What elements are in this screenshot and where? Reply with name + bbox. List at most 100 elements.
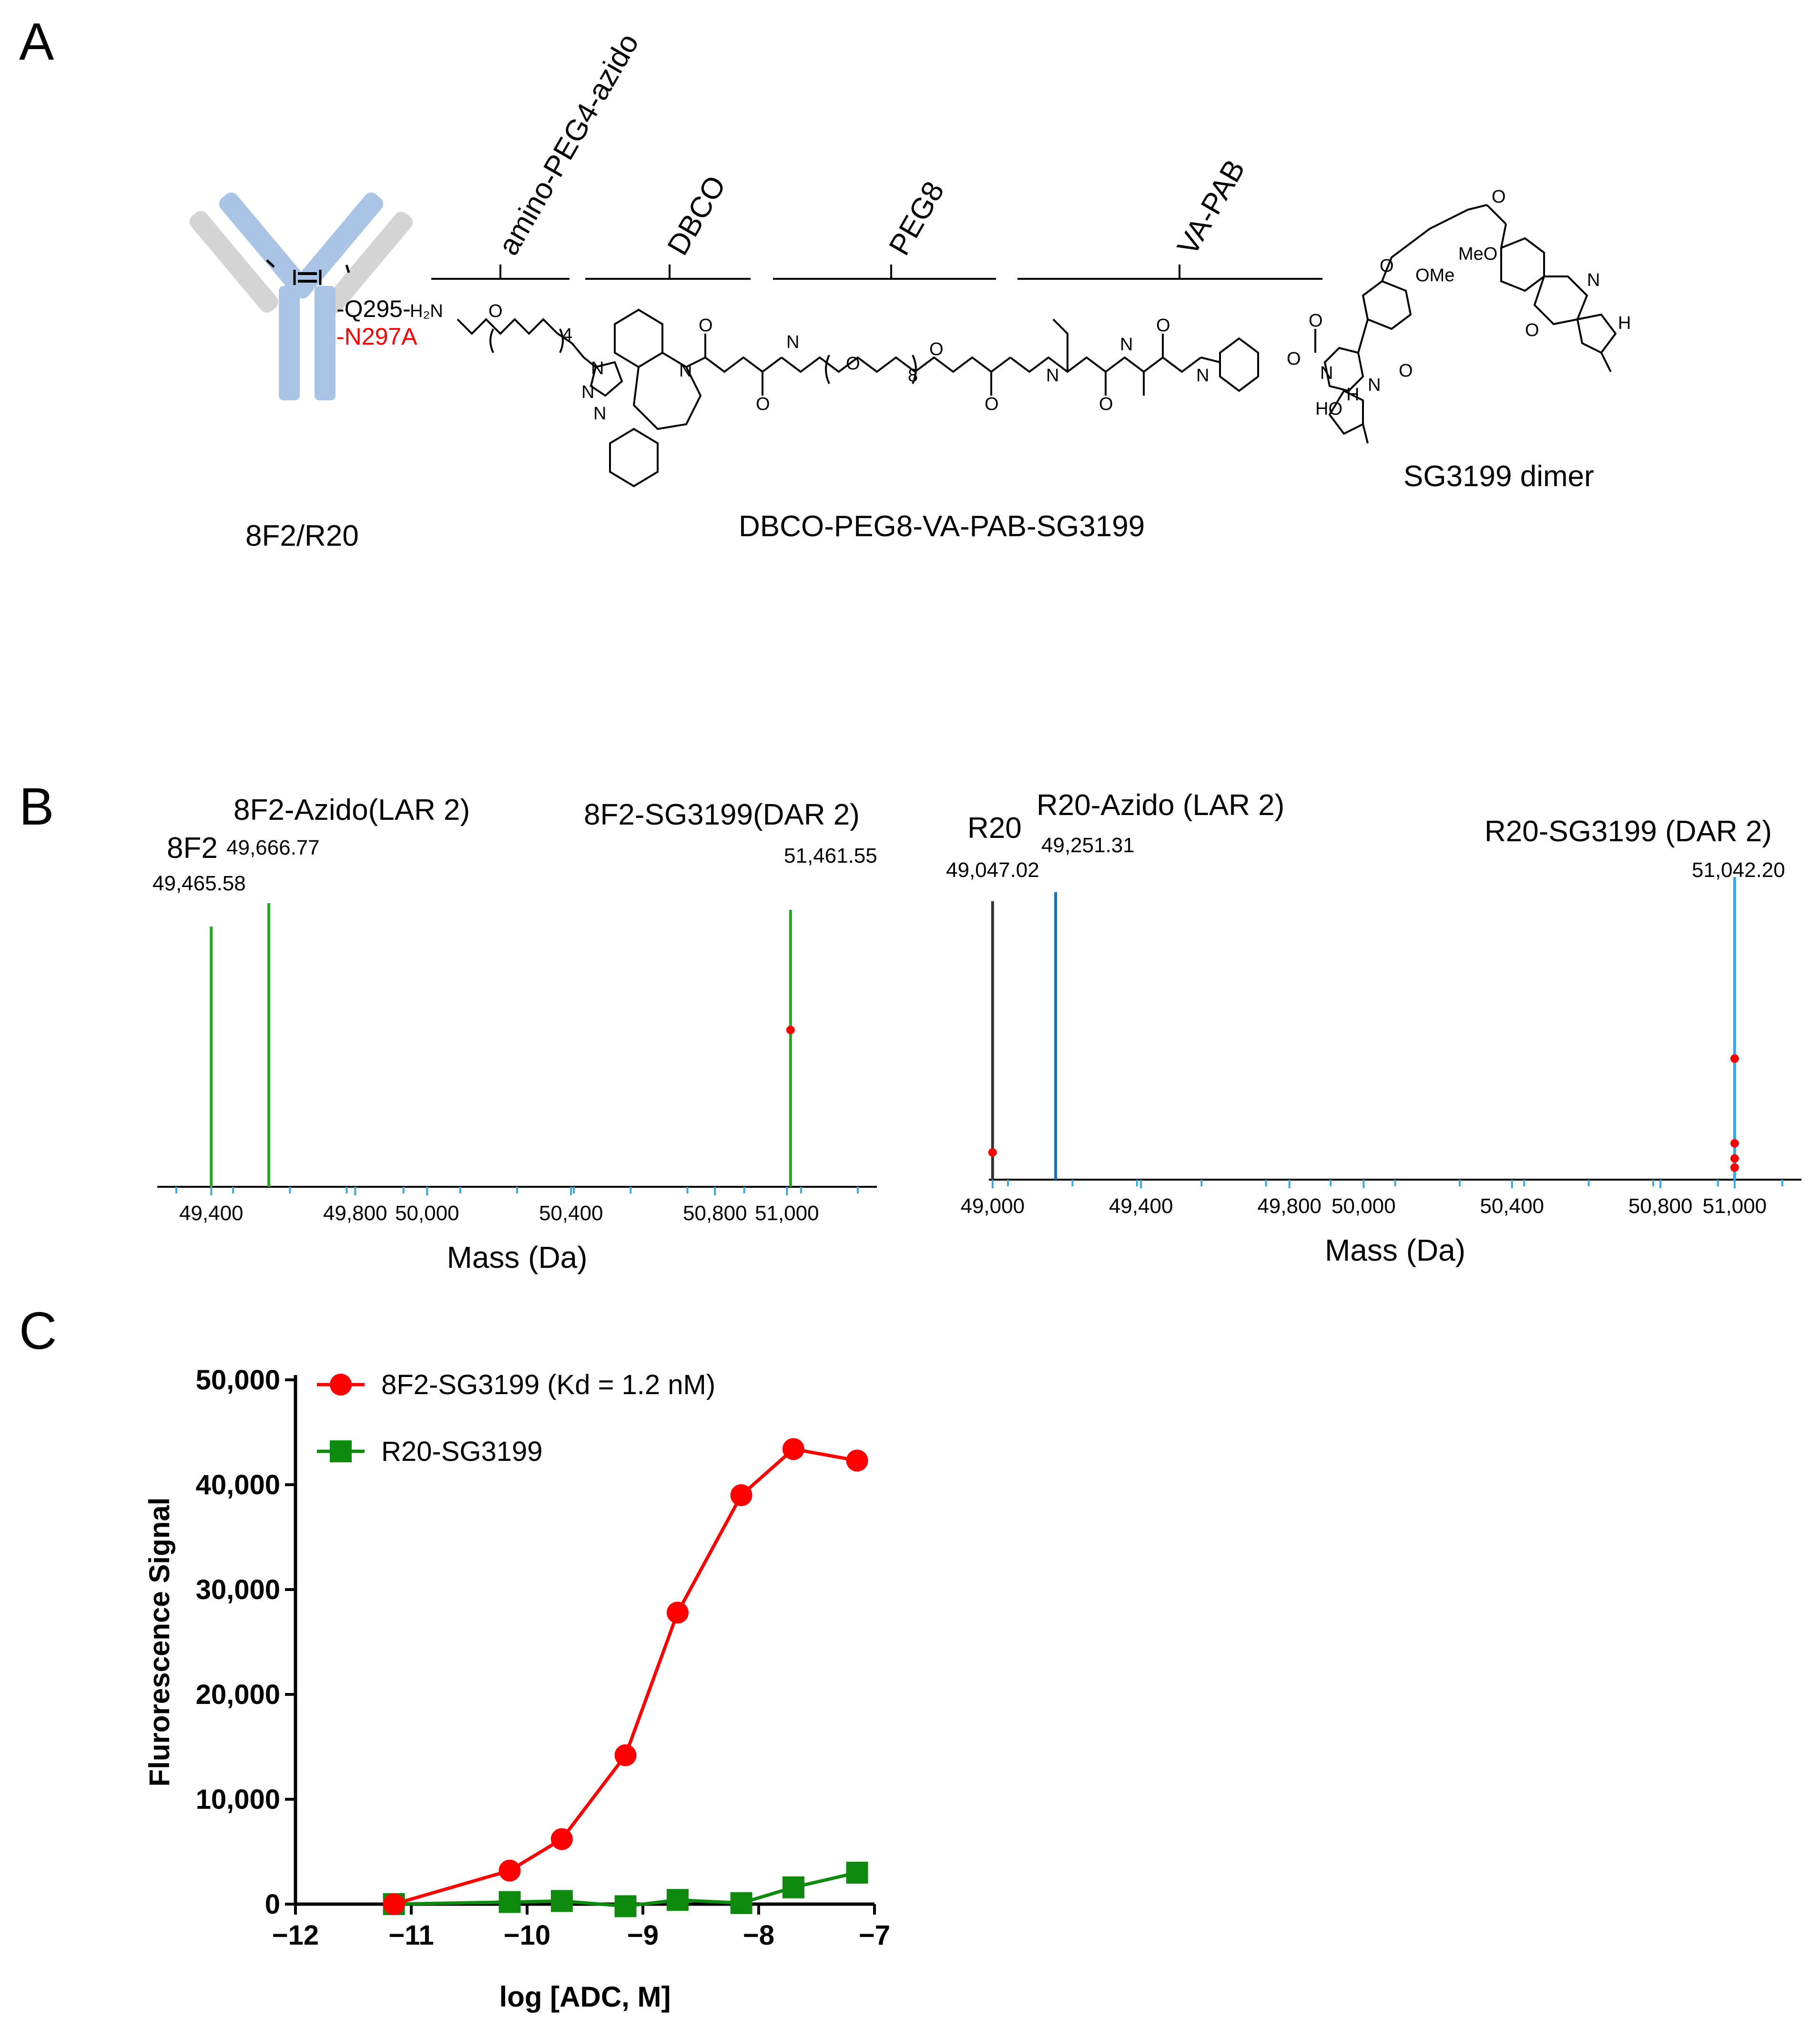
- atom-o: O: [1380, 256, 1394, 276]
- pbd-aromatic-ring: [1500, 237, 1545, 292]
- x-tick-label: −10: [504, 1920, 550, 1951]
- atom-n: N: [679, 361, 692, 381]
- data-point: [614, 1744, 637, 1766]
- data-point: [550, 1828, 573, 1850]
- pbd-pyrrole-ring: [1576, 313, 1617, 354]
- atom-ho: HO: [1315, 399, 1342, 419]
- peak-name-label: R20-SG3199 (DAR 2): [1484, 815, 1772, 848]
- atom-meo: MeO: [1458, 244, 1497, 264]
- pbd-ring: [1533, 275, 1588, 326]
- x-tick-label: 49,400: [179, 1202, 244, 1225]
- data-point: [782, 1876, 804, 1898]
- data-point: [782, 1438, 804, 1460]
- data-point: [730, 1484, 752, 1506]
- peak-mass-label: 49,666.77: [226, 836, 320, 859]
- peak-name-label: 8F2-SG3199(DAR 2): [584, 798, 860, 831]
- data-point: [846, 1449, 868, 1472]
- data-point: [550, 1890, 573, 1912]
- segment-label-peg8: PEG8: [883, 176, 950, 261]
- peak-marker-dot: [1730, 1054, 1739, 1063]
- atom-h: H: [1618, 313, 1631, 333]
- atom-n: N: [1320, 363, 1333, 383]
- atom-o: O: [756, 394, 770, 414]
- atom-labels: H₂N O 4 N N N N O O N O 8 O O N O N O N …: [410, 187, 1631, 424]
- y-tick-label: 30,000: [196, 1574, 280, 1605]
- atom-eight: 8: [908, 366, 918, 386]
- x-tick-label: 50,000: [1332, 1194, 1396, 1218]
- x-tick-label: 51,000: [755, 1202, 819, 1225]
- atom-h2n: H₂N: [410, 301, 443, 321]
- legend-marker: [330, 1374, 352, 1396]
- data-point: [846, 1862, 868, 1884]
- segment-label-dbco: DBCO: [661, 170, 732, 261]
- light-chain-left: [189, 211, 278, 313]
- heavy-chain-fc-left: [279, 286, 300, 400]
- x-axis-title: Mass (Da): [447, 1240, 587, 1274]
- data-point: [666, 1889, 689, 1911]
- x-tick-label: 49,000: [960, 1194, 1025, 1218]
- legend-marker: [330, 1440, 352, 1462]
- peak-name-label: 8F2-Azido(LAR 2): [234, 794, 470, 826]
- peak-marker-dot: [786, 1026, 795, 1034]
- data-point: [498, 1859, 521, 1882]
- data-point: [383, 1893, 405, 1915]
- heavy-chain-arm-right: [290, 192, 384, 299]
- y-tick-label: 50,000: [196, 1365, 280, 1396]
- panel-a: A -Q295- -N297A 8F2/R20: [19, 12, 1631, 552]
- light-heavy-bond: [345, 265, 350, 273]
- x-tick-label: 50,000: [395, 1202, 459, 1225]
- val-ala: [1009, 356, 1202, 373]
- atom-o: O: [1287, 349, 1301, 369]
- legend-label: R20-SG3199: [381, 1436, 543, 1467]
- atom-o: O: [1492, 187, 1506, 207]
- data-point: [614, 1895, 637, 1917]
- x-tick-label: 51,000: [1703, 1194, 1767, 1218]
- x-axis-title: log [ADC, M]: [499, 1981, 671, 2013]
- atom-n: N: [581, 382, 594, 402]
- payload-label: SG3199 dimer: [1403, 460, 1594, 493]
- x-tick-label: −9: [627, 1920, 659, 1951]
- atom-o: O: [1309, 311, 1323, 331]
- atom-o: O: [846, 354, 860, 374]
- atom-o: O: [929, 339, 944, 359]
- x-tick-label: 49,800: [1257, 1194, 1322, 1218]
- pab-ring: [1219, 337, 1259, 392]
- x-tick-label: 50,400: [1480, 1194, 1544, 1218]
- methyl: [1600, 352, 1612, 372]
- atom-n: N: [1587, 270, 1600, 290]
- peg4-bracket: [489, 328, 564, 353]
- peg8-chain: [781, 356, 1011, 373]
- panel-c: C 0 10,000 20,000 30,000 40,000 50,000 −12 −11 −…: [19, 1302, 890, 2013]
- atom-o: O: [1399, 361, 1413, 381]
- y-axis-title: Flurorescence Signal: [143, 1498, 175, 1787]
- methyl: [1362, 424, 1369, 444]
- peak-mass-label: 51,461.55: [784, 844, 877, 867]
- atom-n: N: [1368, 375, 1381, 395]
- x-tick-label: 50,800: [1628, 1194, 1693, 1218]
- atom-n: N: [1046, 366, 1059, 386]
- q295-label: -Q295-: [336, 296, 411, 322]
- atom-n: N: [593, 404, 606, 424]
- pbd-ring: [1323, 347, 1364, 392]
- heavy-chain-arm-left: [219, 192, 312, 299]
- pbd-pyrrole-ring: [1328, 389, 1364, 435]
- peak-marker-dot: [988, 1148, 997, 1157]
- atom-ome: OMe: [1415, 265, 1454, 285]
- pbd-aromatic-ring: [1362, 280, 1412, 330]
- x-tick-label: 49,400: [1109, 1194, 1173, 1218]
- spectrum-8f2: 49,400 49,800 50,000 50,400 50,800 51,000 Mass…: [153, 794, 877, 1274]
- tether-link: [1486, 204, 1507, 225]
- peak-name-label: R20: [967, 812, 1022, 845]
- panel-b-letter: B: [19, 777, 54, 836]
- data-point: [666, 1601, 689, 1624]
- atom-n: N: [1196, 366, 1209, 386]
- atom-four: 4: [562, 325, 572, 345]
- light-heavy-bond: [266, 259, 275, 268]
- y-tick-label: 20,000: [196, 1679, 280, 1710]
- panel-a-letter: A: [19, 12, 54, 71]
- peak-name-label: R20-Azido (LAR 2): [1037, 789, 1284, 822]
- pentyl-tether: [1381, 204, 1487, 282]
- atom-o: O: [699, 316, 713, 336]
- peak-marker-dot: [1730, 1139, 1739, 1148]
- x-tick-label: −11: [388, 1920, 434, 1951]
